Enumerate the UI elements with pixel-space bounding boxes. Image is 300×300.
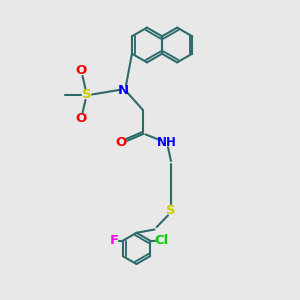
- Text: Cl: Cl: [154, 234, 169, 247]
- Text: N: N: [117, 83, 129, 97]
- Text: S: S: [166, 203, 176, 217]
- Text: O: O: [75, 112, 87, 125]
- Text: S: S: [82, 88, 92, 101]
- Text: NH: NH: [157, 136, 176, 149]
- Text: F: F: [110, 234, 119, 247]
- Text: O: O: [116, 136, 127, 149]
- Text: O: O: [75, 64, 87, 77]
